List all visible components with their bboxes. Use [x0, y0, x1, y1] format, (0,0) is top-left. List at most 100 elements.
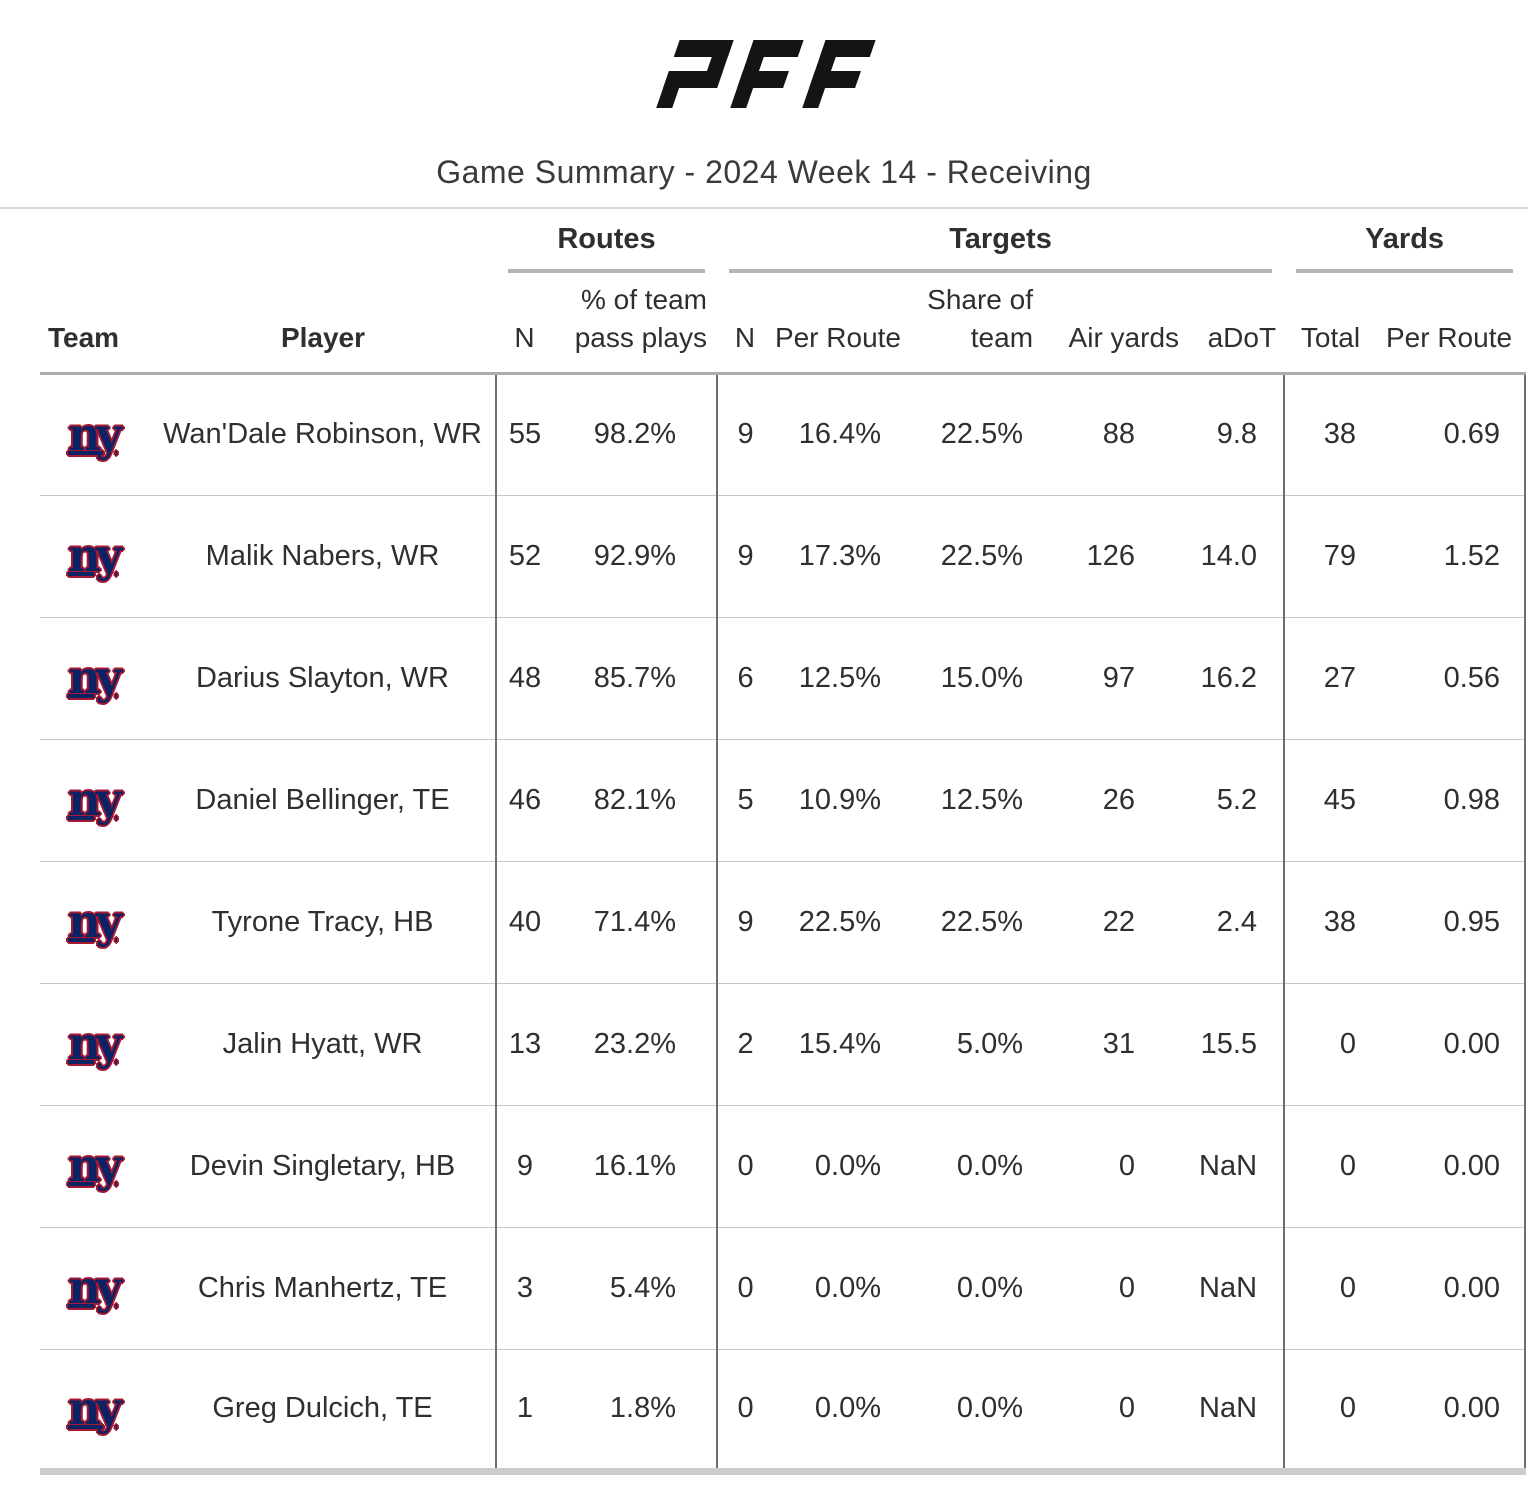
player-cell: Daniel Bellinger, TE	[150, 738, 496, 862]
team-logo-cell: ny	[40, 1348, 150, 1475]
table-row: ny Chris Manhertz, TE 3 5.4% 0 0.0% 0.0%…	[40, 1226, 1527, 1350]
air-yards-cell: 0	[1036, 1226, 1182, 1350]
col-header-player: Player	[150, 273, 496, 375]
group-spacer	[40, 209, 496, 273]
routes-n-cell: 9	[495, 1104, 553, 1228]
total-cell: 38	[1283, 373, 1363, 496]
page-title: Game Summary - 2024 Week 14 - Receiving	[436, 154, 1092, 190]
team-logo-cell: ny	[40, 738, 150, 862]
routes-pct-cell: 1.8%	[553, 1348, 718, 1475]
targets-n-cell: 9	[716, 373, 774, 496]
adot-cell: 15.5	[1181, 982, 1285, 1106]
team-logo-cell: ny	[40, 982, 150, 1106]
team-logo-cell: ny	[40, 494, 150, 618]
receiving-stats-table: Routes Targets Yards Team Player N % of …	[40, 209, 1527, 1475]
per-route-yards-cell: 1.52	[1362, 494, 1527, 618]
share-cell: 15.0%	[903, 616, 1037, 740]
giants-logo: ny	[68, 1139, 122, 1193]
per-route-cell: 0.0%	[773, 1226, 904, 1350]
targets-n-cell: 0	[716, 1226, 774, 1350]
giants-logo: ny	[68, 407, 122, 461]
total-cell: 0	[1283, 1104, 1363, 1228]
per-route-cell: 0.0%	[773, 1104, 904, 1228]
adot-cell: 16.2	[1181, 616, 1285, 740]
giants-logo: ny	[68, 773, 122, 827]
team-logo-cell: ny	[40, 1104, 150, 1228]
adot-cell: NaN	[1181, 1348, 1285, 1475]
routes-pct-cell: 5.4%	[553, 1226, 718, 1350]
share-cell: 22.5%	[903, 494, 1037, 618]
table-row: ny Jalin Hyatt, WR 13 23.2% 2 15.4% 5.0%…	[40, 982, 1527, 1106]
player-cell: Darius Slayton, WR	[150, 616, 496, 740]
team-logo-cell: ny	[40, 860, 150, 984]
giants-logo: ny	[68, 529, 122, 583]
routes-pct-cell: 82.1%	[553, 738, 718, 862]
share-cell: 0.0%	[903, 1226, 1037, 1350]
per-route-cell: 15.4%	[773, 982, 904, 1106]
table-row: ny Greg Dulcich, TE 1 1.8% 0 0.0% 0.0% 0…	[40, 1348, 1527, 1475]
routes-pct-cell: 23.2%	[553, 982, 718, 1106]
targets-n-cell: 2	[716, 982, 774, 1106]
per-route-yards-cell: 0.00	[1362, 1104, 1527, 1228]
col-header-per-route: Per Route	[773, 273, 904, 375]
targets-n-cell: 0	[716, 1348, 774, 1475]
adot-cell: 9.8	[1216, 418, 1258, 451]
air-yards-cell: 26	[1036, 738, 1182, 862]
routes-n-cell: 55	[495, 373, 553, 496]
pff-logo	[656, 40, 876, 108]
col-header-adot: aDoT	[1181, 273, 1285, 375]
title-divider	[0, 207, 1528, 209]
total-cell: 0	[1283, 1226, 1363, 1350]
air-yards-cell: 0	[1036, 1348, 1182, 1475]
routes-pct-cell: 92.9%	[553, 494, 718, 618]
targets-n-cell: 9	[716, 860, 774, 984]
per-route-yards-cell: 0.00	[1362, 1226, 1527, 1350]
table-row: ny Devin Singletary, HB 9 16.1% 0 0.0% 0…	[40, 1104, 1527, 1228]
per-route-cell: 17.3%	[773, 494, 904, 618]
total-cell: 38	[1283, 860, 1363, 984]
air-yards-cell: 126	[1036, 494, 1182, 618]
total-cell: 27	[1283, 616, 1363, 740]
player-cell: Tyrone Tracy, HB	[150, 860, 496, 984]
giants-logo: ny	[68, 651, 122, 705]
share-cell: 5.0%	[903, 982, 1037, 1106]
col-header-team: Team	[40, 273, 150, 375]
giants-logo: ny	[68, 1381, 122, 1435]
group-targets: Targets	[717, 209, 1284, 273]
column-header-row: Team Player N % of team pass plays N Per…	[40, 273, 1526, 375]
per-route-cell: 22.5%	[773, 860, 904, 984]
share-cell: 22.5%	[903, 860, 1037, 984]
routes-n-cell: 52	[495, 494, 553, 618]
player-cell: Malik Nabers, WR	[150, 494, 496, 618]
group-header-row: Routes Targets Yards	[40, 209, 1525, 273]
giants-logo: ny	[68, 1261, 122, 1315]
header	[0, 0, 1528, 112]
total-cell: 45	[1283, 738, 1363, 862]
air-yards-cell: 22	[1036, 860, 1182, 984]
per-route-yards-cell: 0.69	[1362, 373, 1527, 496]
per-route-yards-cell: 0.95	[1362, 860, 1527, 984]
air-yards-cell: 31	[1036, 982, 1182, 1106]
routes-n-cell: 46	[495, 738, 553, 862]
per-route-yards-cell: 0.00	[1362, 1348, 1527, 1475]
col-header-routes-n: N	[496, 273, 553, 375]
adot-cell: 2.4	[1181, 860, 1285, 984]
adot-cell: NaN	[1181, 1226, 1285, 1350]
targets-n-cell: 9	[716, 494, 774, 618]
table-row: ny Malik Nabers, WR 52 92.9% 9 17.3% 22.…	[40, 494, 1527, 618]
targets-n-cell: 5	[716, 738, 774, 862]
group-yards-label: Yards	[1296, 223, 1514, 273]
total-cell: 0	[1283, 982, 1363, 1106]
routes-pct-cell: 71.4%	[553, 860, 718, 984]
giants-logo: ny	[68, 895, 122, 949]
per-route-cell: 16.4%	[798, 418, 882, 451]
air-yards-cell: 88	[1102, 418, 1136, 451]
per-route-cell: 10.9%	[773, 738, 904, 862]
routes-pct-cell: 98.2%	[593, 418, 677, 451]
air-yards-cell: 97	[1036, 616, 1182, 740]
share-cell: 12.5%	[903, 738, 1037, 862]
team-logo-cell: ny	[40, 373, 150, 495]
total-cell: 79	[1283, 494, 1363, 618]
per-route-yards-cell: 0.00	[1362, 982, 1527, 1106]
col-header-routes-pct: % of team pass plays	[553, 273, 718, 375]
